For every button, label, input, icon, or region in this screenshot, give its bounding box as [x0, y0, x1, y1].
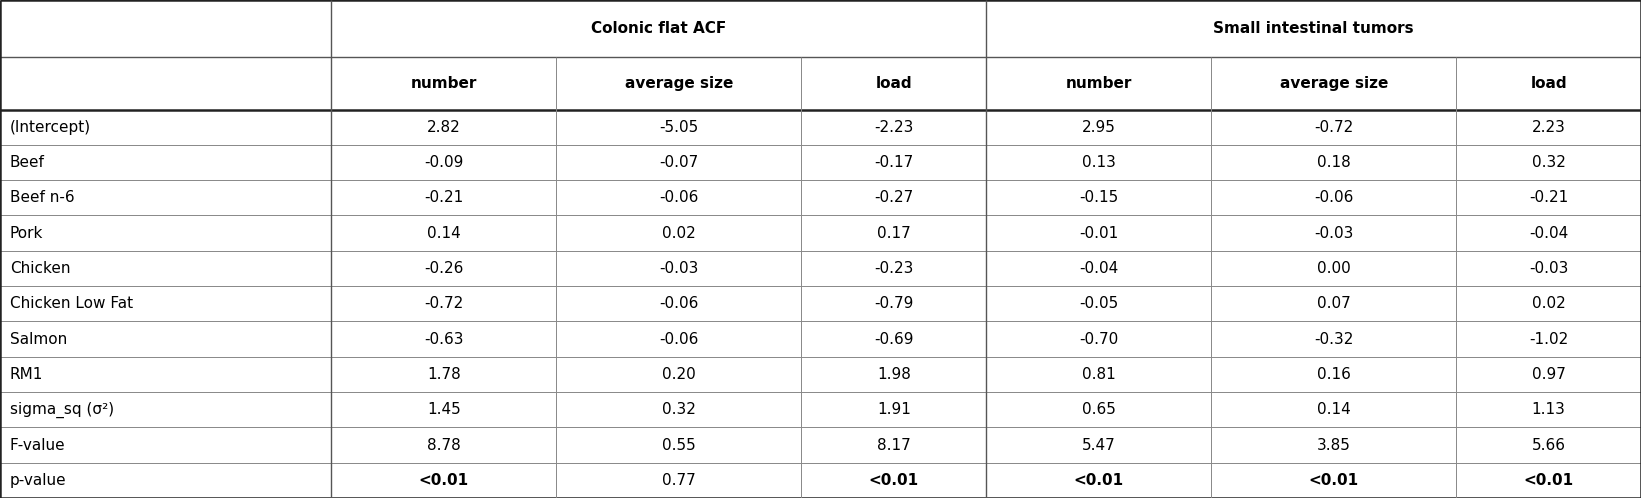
Text: RM1: RM1	[10, 367, 43, 382]
Text: -0.15: -0.15	[1080, 190, 1118, 205]
Text: Salmon: Salmon	[10, 332, 67, 347]
Text: -1.02: -1.02	[1529, 332, 1569, 347]
Text: -0.72: -0.72	[1314, 120, 1354, 135]
Text: 0.07: 0.07	[1316, 296, 1351, 311]
Text: load: load	[876, 76, 912, 91]
Text: 0.77: 0.77	[661, 473, 696, 488]
Text: 2.82: 2.82	[427, 120, 461, 135]
Text: -0.06: -0.06	[660, 296, 699, 311]
Text: 1.91: 1.91	[876, 402, 911, 417]
Text: 1.13: 1.13	[1531, 402, 1566, 417]
Text: -5.05: -5.05	[660, 120, 699, 135]
Text: -0.79: -0.79	[875, 296, 914, 311]
Text: -0.21: -0.21	[1529, 190, 1569, 205]
Text: 0.81: 0.81	[1081, 367, 1116, 382]
Text: average size: average size	[625, 76, 734, 91]
Text: 1.98: 1.98	[876, 367, 911, 382]
Text: p-value: p-value	[10, 473, 67, 488]
Text: Beef n-6: Beef n-6	[10, 190, 74, 205]
Text: 8.17: 8.17	[876, 438, 911, 453]
Text: -0.21: -0.21	[425, 190, 463, 205]
Text: -0.03: -0.03	[660, 261, 699, 276]
Text: 0.16: 0.16	[1316, 367, 1351, 382]
Text: average size: average size	[1280, 76, 1388, 91]
Text: 5.47: 5.47	[1081, 438, 1116, 453]
Text: -0.05: -0.05	[1080, 296, 1118, 311]
Text: 0.13: 0.13	[1081, 155, 1116, 170]
Text: 0.14: 0.14	[1316, 402, 1351, 417]
Text: -0.04: -0.04	[1529, 226, 1569, 241]
Text: Small intestinal tumors: Small intestinal tumors	[1213, 21, 1415, 36]
Text: <0.01: <0.01	[418, 473, 469, 488]
Text: -0.01: -0.01	[1080, 226, 1118, 241]
Text: -0.03: -0.03	[1529, 261, 1569, 276]
Text: Chicken: Chicken	[10, 261, 71, 276]
Text: Colonic flat ACF: Colonic flat ACF	[591, 21, 727, 36]
Text: 0.97: 0.97	[1531, 367, 1566, 382]
Text: -0.04: -0.04	[1080, 261, 1118, 276]
Text: -2.23: -2.23	[875, 120, 914, 135]
Text: 1.78: 1.78	[427, 367, 461, 382]
Text: -0.32: -0.32	[1314, 332, 1354, 347]
Text: Pork: Pork	[10, 226, 43, 241]
Text: -0.23: -0.23	[875, 261, 914, 276]
Text: 0.20: 0.20	[661, 367, 696, 382]
Text: 2.95: 2.95	[1081, 120, 1116, 135]
Text: -0.70: -0.70	[1080, 332, 1118, 347]
Text: 1.45: 1.45	[427, 402, 461, 417]
Text: 0.55: 0.55	[661, 438, 696, 453]
Text: Beef: Beef	[10, 155, 44, 170]
Text: F-value: F-value	[10, 438, 66, 453]
Text: <0.01: <0.01	[1523, 473, 1574, 488]
Text: -0.63: -0.63	[423, 332, 464, 347]
Text: sigma_sq (σ²): sigma_sq (σ²)	[10, 401, 113, 418]
Text: -0.26: -0.26	[425, 261, 463, 276]
Text: (Intercept): (Intercept)	[10, 120, 90, 135]
Text: -0.72: -0.72	[425, 296, 463, 311]
Text: -0.09: -0.09	[425, 155, 463, 170]
Text: <0.01: <0.01	[868, 473, 919, 488]
Text: 0.65: 0.65	[1081, 402, 1116, 417]
Text: 0.32: 0.32	[1531, 155, 1566, 170]
Text: 0.02: 0.02	[1531, 296, 1566, 311]
Text: -0.27: -0.27	[875, 190, 914, 205]
Text: 0.18: 0.18	[1316, 155, 1351, 170]
Text: -0.03: -0.03	[1314, 226, 1354, 241]
Text: 0.00: 0.00	[1316, 261, 1351, 276]
Text: <0.01: <0.01	[1073, 473, 1124, 488]
Text: number: number	[1065, 76, 1132, 91]
Text: load: load	[1531, 76, 1567, 91]
Text: 0.32: 0.32	[661, 402, 696, 417]
Text: number: number	[410, 76, 478, 91]
Text: -0.06: -0.06	[660, 190, 699, 205]
Text: 5.66: 5.66	[1531, 438, 1566, 453]
Text: 8.78: 8.78	[427, 438, 461, 453]
Text: -0.07: -0.07	[660, 155, 699, 170]
Text: <0.01: <0.01	[1308, 473, 1359, 488]
Text: -0.06: -0.06	[660, 332, 699, 347]
Text: -0.17: -0.17	[875, 155, 914, 170]
Text: 2.23: 2.23	[1531, 120, 1566, 135]
Text: 0.17: 0.17	[876, 226, 911, 241]
Text: 0.14: 0.14	[427, 226, 461, 241]
Text: -0.06: -0.06	[1314, 190, 1354, 205]
Text: 3.85: 3.85	[1316, 438, 1351, 453]
Text: -0.69: -0.69	[875, 332, 914, 347]
Text: 0.02: 0.02	[661, 226, 696, 241]
Text: Chicken Low Fat: Chicken Low Fat	[10, 296, 133, 311]
